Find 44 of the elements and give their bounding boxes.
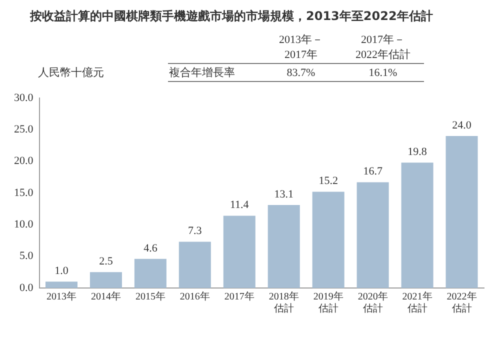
bar [312,192,344,288]
text: 83.7% [286,66,316,80]
data-label: 7.3 [188,225,202,238]
x-tick-label: 2019年估計 [313,290,344,315]
bar [356,182,389,288]
data-label: 24.0 [452,119,472,132]
y-tick-label: 20.0 [14,155,34,168]
data-label: 19.8 [408,146,428,158]
x-tick-label: 2017年 [224,290,254,303]
text: 2017年－2022年估計 [354,33,412,62]
data-label: 15.2 [318,175,338,188]
text: 16.1% [368,66,398,80]
text: 2013年－2017年 [278,33,324,62]
text: 複合年增長率 [168,66,236,81]
x-tick-label: 2014年 [90,290,121,303]
bar [268,205,300,288]
x-tick-label: 2013年 [46,290,76,303]
y-tick-label: 0.0 [20,282,34,294]
bar [446,136,478,288]
y-tick-label: 10.0 [14,218,34,231]
bar [134,258,166,288]
bar [45,282,78,288]
bar [90,272,122,288]
y-axis-title: 人民幣十億元 [38,66,105,81]
bar [401,162,434,288]
y-tick-label: 15.0 [14,186,34,199]
bar [223,216,256,288]
y-tick-label: 5.0 [20,250,34,262]
x-tick-label: 2022年估計 [446,290,477,315]
x-tick-label: 2021年估計 [402,290,432,315]
data-label: 13.1 [274,188,294,200]
chart-title: 按收益計算的中國棋牌類手機遊戲市場的市場規模，2013年至2022年估計 [30,8,434,25]
x-tick-label: 2016年 [180,290,210,303]
data-label: 4.6 [144,242,158,254]
x-tick-label: 2020年估計 [358,290,388,315]
x-tick-label: 2015年 [135,290,166,303]
y-tick-label: 25.0 [14,124,34,136]
data-label: 1.0 [54,265,69,278]
data-label: 11.4 [230,199,250,212]
data-label: 16.7 [363,166,383,178]
data-label: 2.5 [99,256,114,268]
y-tick-label: 30.0 [14,92,34,104]
bar [178,242,211,288]
x-tick-label: 2018年估計 [268,290,299,315]
